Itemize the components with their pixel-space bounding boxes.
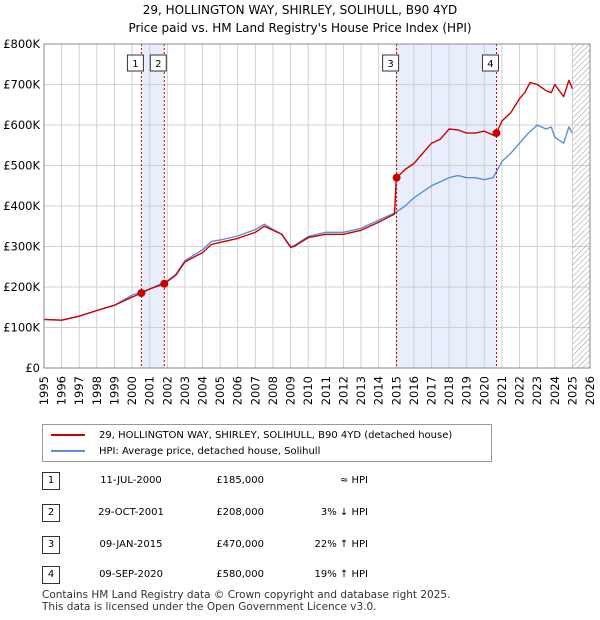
- x-tick-label: 2001: [143, 376, 157, 405]
- y-tick-label: £0: [25, 361, 40, 375]
- transaction-price: £580,000: [216, 569, 264, 580]
- price-chart: 1 2 3 4 £0 £100K £200K £300K £400K £500K £600K £70…: [3, 37, 597, 405]
- sale-number-label: 2: [155, 59, 161, 70]
- x-tick-label: 2016: [407, 376, 421, 405]
- table-row: 1 11-JUL-2000 £185,000 ≈ HPI: [42, 472, 382, 490]
- footer-licence: This data is licensed under the Open Gov…: [42, 600, 377, 613]
- legend-item-hpi: HPI: Average price, detached house, Soli…: [51, 444, 320, 458]
- transaction-date: 09-SEP-2020: [99, 569, 163, 580]
- x-tick-label: 2012: [336, 376, 350, 405]
- property-price-line: [43, 79, 574, 321]
- x-tick-label: 1995: [37, 376, 51, 405]
- sale-point: [160, 279, 169, 288]
- x-tick-label: 2010: [301, 376, 315, 405]
- y-tick-label: £700K: [3, 78, 40, 92]
- legend-label-hpi: HPI: Average price, detached house, Soli…: [99, 445, 321, 457]
- sale-number-label: 4: [487, 59, 493, 70]
- x-tick-label: 2013: [354, 376, 368, 405]
- transaction-price: £185,000: [216, 475, 264, 486]
- sale-point: [392, 173, 401, 182]
- transaction-hpi-comparison: 22% ↑ HPI: [314, 539, 368, 550]
- table-row: 3 09-JAN-2015 £470,000 22% ↑ HPI: [42, 536, 382, 554]
- sale-number-label: 3: [387, 59, 393, 70]
- table-row: 2 29-OCT-2001 £208,000 3% ↓ HPI: [42, 504, 382, 522]
- y-tick-label: £800K: [3, 37, 40, 51]
- x-tick-label: 1999: [107, 376, 121, 405]
- transaction-price: £208,000: [216, 507, 264, 518]
- sale-number-box: [481, 54, 499, 72]
- x-tick-label: 2017: [424, 376, 438, 405]
- transaction-price: £470,000: [216, 539, 264, 550]
- y-tick-label: £500K: [3, 159, 40, 173]
- sale-number-box: [126, 54, 144, 72]
- transaction-number: 1: [42, 472, 60, 490]
- x-tick-label: 2000: [125, 376, 139, 405]
- transaction-number: 2: [42, 504, 60, 522]
- x-tick-label: 2021: [495, 376, 509, 405]
- x-tick-label: 2024: [548, 376, 562, 405]
- y-tick-label: £100K: [3, 321, 40, 335]
- footer-copyright: Contains HM Land Registry data © Crown c…: [42, 589, 451, 601]
- transaction-date: 09-JAN-2015: [99, 539, 163, 550]
- transaction-hpi-comparison: ≈ HPI: [339, 475, 368, 486]
- legend-label-property: 29, HOLLINGTON WAY, SHIRLEY, SOLIHULL, B…: [99, 429, 453, 441]
- chart-legend: 29, HOLLINGTON WAY, SHIRLEY, SOLIHULL, B…: [42, 424, 492, 462]
- x-tick-label: 2019: [460, 376, 474, 405]
- transaction-date: 11-JUL-2000: [100, 475, 162, 486]
- x-tick-label: 2025: [565, 376, 579, 405]
- table-row: 4 09-SEP-2020 £580,000 19% ↑ HPI: [42, 566, 382, 584]
- y-tick-label: £600K: [3, 118, 40, 132]
- footer-attribution: Contains HM Land Registry data © Crown c…: [42, 589, 451, 613]
- x-tick-label: 2008: [266, 376, 280, 405]
- chart-title: 29, HOLLINGTON WAY, SHIRLEY, SOLIHULL, B…: [142, 3, 458, 17]
- x-tick-label: 2006: [231, 376, 245, 405]
- x-tick-label: 2009: [284, 376, 298, 405]
- transaction-hpi-comparison: 19% ↑ HPI: [314, 569, 368, 580]
- y-tick-label: £400K: [3, 199, 40, 213]
- x-tick-label: 2004: [196, 376, 210, 405]
- x-tick-label: 2003: [178, 376, 192, 405]
- x-tick-label: 2007: [248, 376, 262, 405]
- plot-frame: [43, 43, 591, 369]
- x-tick-label: 1998: [90, 376, 104, 405]
- x-tick-label: 1996: [55, 376, 69, 405]
- x-tick-label: 2018: [442, 376, 456, 405]
- legend-swatch-property: [51, 434, 85, 436]
- transaction-number: 3: [42, 536, 60, 554]
- x-tick-label: 1997: [72, 376, 86, 405]
- sale-point: [137, 289, 146, 298]
- y-tick-label: £200K: [3, 280, 40, 294]
- x-tick-label: 2002: [160, 376, 174, 405]
- y-tick-label: £300K: [3, 240, 40, 254]
- transaction-number: 4: [42, 566, 60, 584]
- transaction-hpi-comparison: 3% ↓ HPI: [320, 507, 368, 518]
- x-tick-label: 2020: [477, 376, 491, 405]
- sale-point: [492, 129, 501, 138]
- chart-subtitle: Price paid vs. HM Land Registry's House …: [128, 21, 472, 35]
- legend-swatch-hpi: [51, 450, 85, 452]
- x-tick-label: 2022: [513, 376, 527, 405]
- x-tick-label: 2023: [530, 376, 544, 405]
- x-tick-label: 2014: [372, 376, 386, 405]
- x-tick-label: 2015: [389, 376, 403, 405]
- sale-number-label: 1: [132, 59, 138, 70]
- x-tick-label: 2005: [213, 376, 227, 405]
- forecast-hatch: [572, 44, 590, 368]
- x-tick-label: 2011: [319, 376, 333, 405]
- transaction-date: 29-OCT-2001: [98, 507, 164, 518]
- sale-number-box: [149, 54, 167, 72]
- x-tick-label: 2026: [583, 376, 597, 405]
- legend-item-property: 29, HOLLINGTON WAY, SHIRLEY, SOLIHULL, B…: [51, 428, 452, 442]
- sale-number-box: [382, 54, 400, 72]
